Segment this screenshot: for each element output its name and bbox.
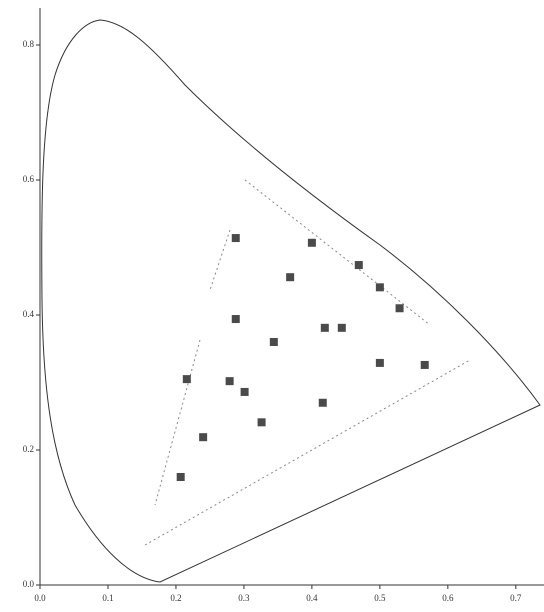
- point: [199, 433, 208, 442]
- guide-line: [154, 339, 201, 506]
- x-tick-label: 0.1: [102, 593, 113, 603]
- point: [286, 273, 295, 282]
- y-tick-label: 0.0: [23, 579, 35, 589]
- point: [231, 315, 240, 324]
- guide-line: [209, 229, 231, 291]
- point: [318, 398, 327, 407]
- point: [225, 377, 234, 386]
- point: [320, 323, 329, 332]
- y-tick-label: 0.8: [23, 39, 35, 49]
- x-tick-label: 0.3: [238, 593, 250, 603]
- point: [176, 473, 185, 481]
- x-tick-label: 0.4: [306, 593, 318, 603]
- y-tick-label: 0.6: [23, 174, 35, 184]
- point: [257, 418, 266, 427]
- y-tick-label: 0.2: [23, 444, 34, 454]
- x-tick-label: 0.7: [510, 593, 522, 603]
- guide-line: [144, 359, 471, 546]
- point: [269, 338, 278, 346]
- point: [395, 304, 404, 313]
- point: [375, 283, 384, 292]
- x-tick-label: 0.6: [442, 593, 454, 603]
- point: [375, 358, 384, 367]
- point: [354, 261, 363, 270]
- point: [337, 323, 346, 332]
- y-tick-label: 0.4: [23, 309, 35, 319]
- point: [240, 387, 249, 396]
- spectral-locus: [41, 19, 541, 583]
- point: [307, 238, 316, 247]
- point: [420, 360, 429, 369]
- x-tick-label: 0.2: [170, 593, 181, 603]
- point: [231, 234, 240, 243]
- point: [182, 375, 191, 384]
- x-tick-label: 0.5: [374, 593, 386, 603]
- x-tick-label: 0.0: [34, 593, 46, 603]
- guide-line: [244, 179, 431, 326]
